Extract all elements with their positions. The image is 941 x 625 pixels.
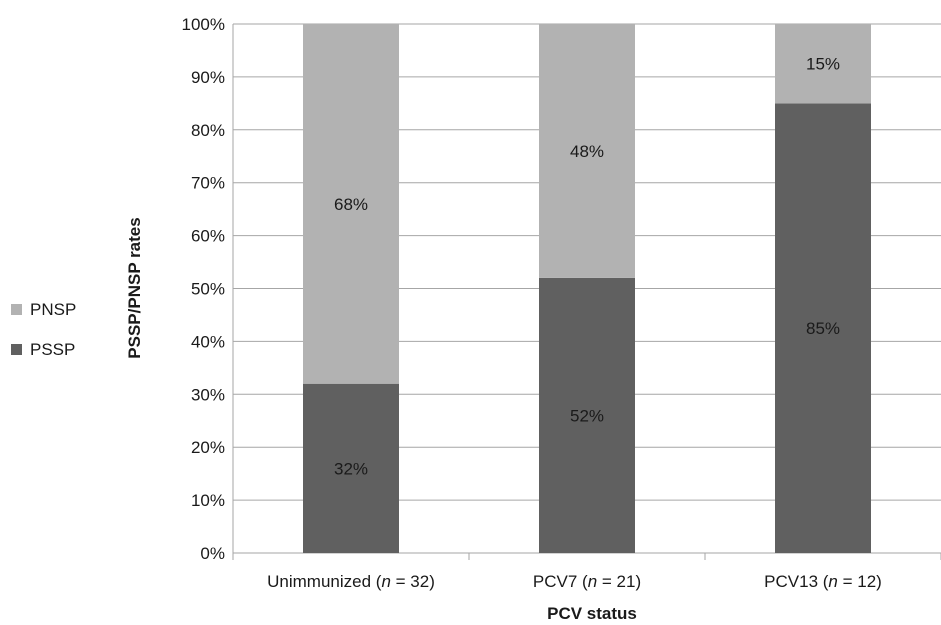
data-label: 15% bbox=[806, 55, 840, 74]
x-axis-title: PCV status bbox=[547, 604, 637, 623]
y-axis-title: PSSP/PNSP rates bbox=[125, 217, 144, 358]
legend-label-pssp: PSSP bbox=[30, 340, 75, 359]
y-tick-label: 10% bbox=[191, 491, 225, 510]
bar-pssp bbox=[775, 103, 871, 553]
y-tick-label: 30% bbox=[191, 385, 225, 404]
y-tick-label: 0% bbox=[200, 544, 225, 563]
y-tick-label: 50% bbox=[191, 280, 225, 299]
x-tick-label: Unimmunized (n = 32) bbox=[267, 572, 435, 591]
y-tick-labels: 0% 10% 20% 30% 40% 50% 60% 70% 80% 90% 100% bbox=[182, 15, 225, 563]
y-tick-label: 80% bbox=[191, 121, 225, 140]
legend-swatch-pssp bbox=[11, 344, 22, 355]
data-label: 48% bbox=[570, 142, 604, 161]
legend-label-pnsp: PNSP bbox=[30, 300, 76, 319]
bar-pssp bbox=[303, 383, 399, 553]
bar-pnsp bbox=[539, 24, 635, 278]
bar-pssp bbox=[539, 277, 635, 553]
x-tick-labels: Unimmunized (n = 32) PCV7 (n = 21) PCV13 (… bbox=[267, 572, 882, 591]
y-tick-label: 20% bbox=[191, 438, 225, 457]
x-tick-label: PCV13 (n = 12) bbox=[764, 572, 882, 591]
data-label: 32% bbox=[334, 459, 368, 478]
x-tick-label: PCV7 (n = 21) bbox=[533, 572, 641, 591]
bar-pnsp bbox=[303, 24, 399, 384]
y-tick-label: 70% bbox=[191, 174, 225, 193]
data-labels: 32% 68% 52% 48% 85% 15% bbox=[334, 55, 840, 479]
data-label: 85% bbox=[806, 319, 840, 338]
legend: PNSP PSSP bbox=[11, 300, 76, 359]
y-tick-label: 100% bbox=[182, 15, 225, 34]
bar-pnsp bbox=[775, 24, 871, 104]
legend-swatch-pnsp bbox=[11, 304, 22, 315]
data-label: 68% bbox=[334, 195, 368, 214]
data-label: 52% bbox=[570, 406, 604, 425]
bars bbox=[303, 24, 871, 553]
y-tick-label: 60% bbox=[191, 227, 225, 246]
y-tick-label: 90% bbox=[191, 68, 225, 87]
y-tick-label: 40% bbox=[191, 332, 225, 351]
